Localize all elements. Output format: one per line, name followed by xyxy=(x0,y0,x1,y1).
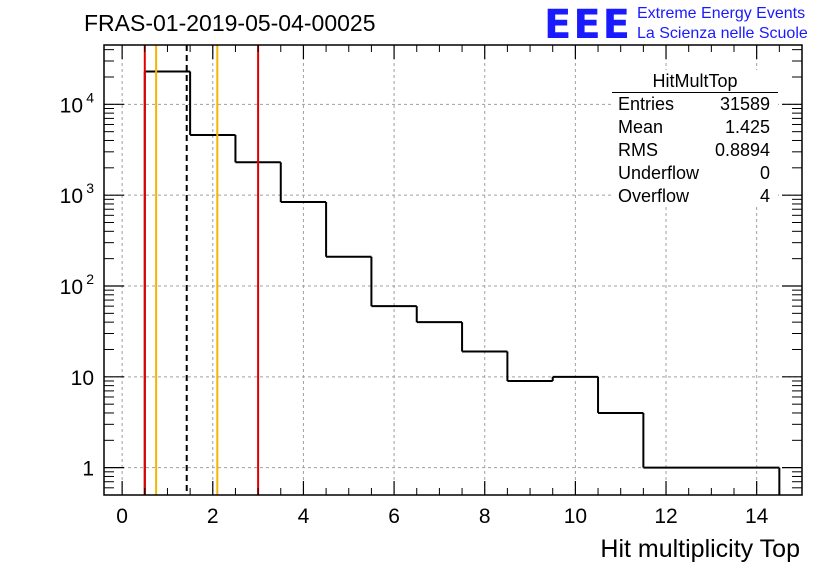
x-tick-label: 14 xyxy=(745,505,769,528)
y-tick-exponent: 4 xyxy=(86,89,94,105)
stats-label: Mean xyxy=(618,117,664,137)
eee-logo-text: Extreme Energy Events La Scienza nelle S… xyxy=(637,4,808,44)
plot-frame xyxy=(103,44,803,496)
stats-row-underflow: Underflow 0 xyxy=(612,162,778,185)
eee-logo: EEE xyxy=(544,2,632,48)
stats-value: 0.8894 xyxy=(714,140,770,160)
x-axis: 0 2 4 6 8 10 12 14 xyxy=(116,45,803,528)
x-tick-label: 12 xyxy=(654,505,677,528)
stats-row-overflow: Overflow 4 xyxy=(612,185,778,208)
y-tick-exponent: 3 xyxy=(86,180,94,196)
stats-label: Overflow xyxy=(618,186,690,206)
x-tick-label: 8 xyxy=(479,505,491,528)
stats-row-rms: RMS 0.8894 xyxy=(612,139,778,162)
run-title: FRAS-01-2019-05-04-00025 xyxy=(84,10,376,36)
x-tick-label: 0 xyxy=(116,505,128,528)
stats-label: RMS xyxy=(618,140,658,160)
logo-line-2: La Scienza nelle Scuole xyxy=(637,25,808,42)
stats-box: HitMultTop Entries 31589 Mean 1.425 RMS 0.8… xyxy=(612,70,778,206)
x-tick-label: 2 xyxy=(207,505,219,528)
stats-value: 31589 xyxy=(719,94,770,114)
stats-label: Entries xyxy=(618,94,675,114)
y-tick-label: 10 xyxy=(60,185,83,208)
stats-value: 4 xyxy=(759,186,770,206)
y-tick-label: 1 xyxy=(82,458,94,481)
y-tick-label: 10 xyxy=(60,94,83,117)
x-tick-label: 6 xyxy=(388,505,400,528)
logo-line-1: Extreme Energy Events xyxy=(637,5,806,22)
stats-row-entries: Entries 31589 xyxy=(612,93,778,116)
grid-lines xyxy=(104,45,802,495)
stats-row-mean: Mean 1.425 xyxy=(612,116,778,139)
x-tick-label: 10 xyxy=(564,505,587,528)
stats-label: Underflow xyxy=(618,163,700,183)
stats-value: 0 xyxy=(759,163,770,183)
x-tick-label: 4 xyxy=(298,505,310,528)
marker-lines xyxy=(143,45,260,495)
stats-title: HitMultTop xyxy=(612,70,778,93)
stats-value: 1.425 xyxy=(724,117,770,137)
y-tick-label: 10 xyxy=(60,276,83,299)
y-tick-label: 10 xyxy=(71,367,94,390)
x-axis-label: Hit multiplicity Top xyxy=(600,535,800,563)
y-tick-exponent: 2 xyxy=(86,271,94,287)
